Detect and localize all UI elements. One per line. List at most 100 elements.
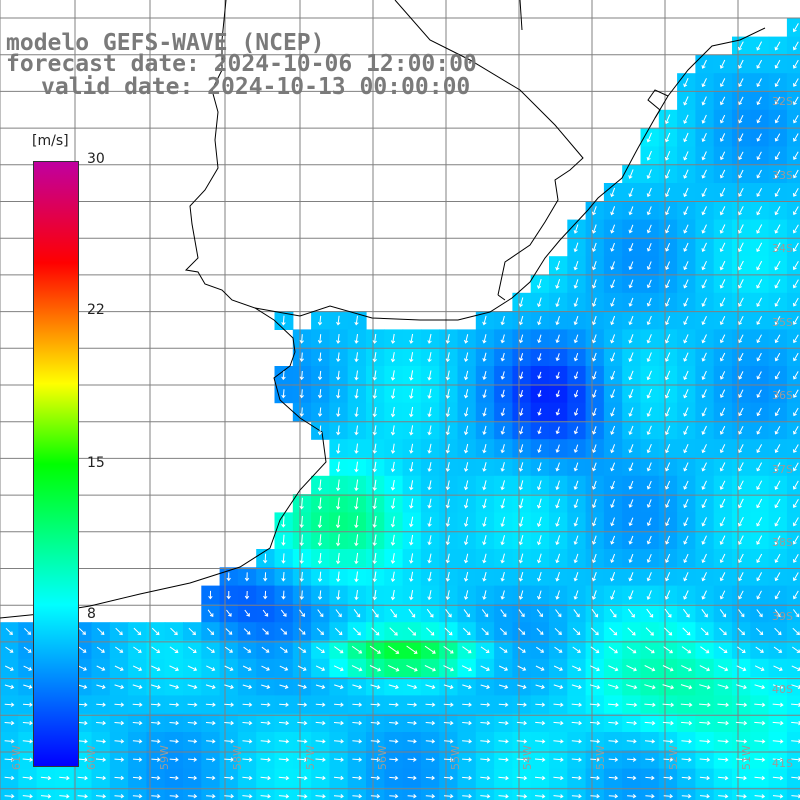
wind-vector-arrow — [500, 334, 505, 344]
wind-speed-cell — [786, 585, 800, 605]
wind-vector-arrow — [792, 444, 799, 453]
wind-vector-arrow — [663, 757, 674, 762]
wind-vector-arrow — [390, 589, 396, 601]
wind-vector-arrow — [756, 609, 763, 618]
wind-vector-arrow — [701, 590, 707, 600]
wind-vector-arrow — [736, 757, 748, 762]
wind-vector-arrow — [701, 206, 707, 216]
wind-vector-arrow — [500, 480, 505, 491]
wind-vector-arrow — [536, 278, 542, 289]
wind-vector-arrow — [683, 553, 689, 563]
wind-vector-arrow — [683, 297, 689, 307]
wind-vector-arrow — [500, 535, 505, 546]
wind-vector-arrow — [297, 720, 308, 726]
wind-speed-cell — [786, 146, 800, 166]
wind-vector-arrow — [774, 151, 781, 161]
wind-vector-arrow — [443, 720, 454, 726]
wind-vector-arrow — [738, 224, 744, 234]
wind-vector-arrow — [738, 96, 744, 106]
wind-vector-arrow — [646, 425, 652, 436]
wind-vector-arrow — [169, 720, 180, 726]
wind-vector-arrow — [662, 720, 674, 726]
wind-vector-arrow — [462, 775, 473, 781]
wind-vector-arrow — [646, 315, 652, 326]
wind-vector-arrow — [409, 516, 414, 528]
wind-vector-arrow — [425, 794, 436, 799]
wind-speed-cell — [146, 786, 166, 800]
wind-vector-arrow — [738, 590, 744, 600]
wind-vector-arrow — [500, 389, 505, 398]
wind-vector-arrow — [169, 665, 179, 672]
wind-speed-cell — [786, 439, 800, 459]
wind-vector-arrow — [735, 702, 748, 708]
wind-vector-arrow — [372, 425, 377, 436]
wind-vector-arrow — [719, 535, 726, 545]
wind-vector-arrow — [243, 628, 251, 635]
wind-vector-arrow — [261, 665, 270, 671]
wind-vector-arrow — [791, 665, 800, 672]
wind-vector-arrow — [646, 572, 652, 582]
wind-vectors — [4, 23, 800, 799]
wind-vector-arrow — [463, 370, 469, 381]
wind-vector-arrow — [626, 684, 638, 690]
wind-vector-arrow — [719, 224, 726, 234]
wind-vector-arrow — [206, 775, 216, 781]
wind-vector-arrow — [390, 388, 396, 400]
wind-vector-arrow — [646, 243, 652, 252]
wind-vector-arrow — [516, 702, 527, 707]
wind-vector-arrow — [774, 115, 781, 124]
wind-vector-arrow — [756, 41, 763, 51]
wind-vector-arrow — [756, 517, 763, 527]
wind-vector-arrow — [610, 389, 616, 399]
wind-vector-arrow — [445, 571, 450, 582]
wind-vector-arrow — [95, 775, 107, 781]
wind-vector-arrow — [260, 739, 271, 744]
wind-vector-arrow — [719, 315, 726, 326]
wind-vector-arrow — [590, 627, 599, 636]
wind-speed-cell — [786, 695, 800, 715]
wind-vector-arrow — [169, 684, 180, 690]
wind-vector-arrow — [591, 261, 597, 271]
wind-vector-arrow — [628, 315, 634, 326]
wind-vector-arrow — [610, 261, 615, 271]
wind-vector-arrow — [77, 702, 88, 707]
wind-vector-arrow — [518, 426, 524, 435]
wind-vector-arrow — [354, 534, 359, 547]
wind-vector-arrow — [571, 684, 582, 690]
wind-vector-arrow — [756, 334, 762, 344]
wind-vector-arrow — [793, 114, 799, 124]
wind-vector-arrow — [537, 315, 542, 326]
wind-vector-arrow — [793, 352, 799, 362]
wind-vector-arrow — [336, 315, 341, 326]
wind-vector-arrow — [610, 480, 615, 490]
wind-vector-arrow — [754, 794, 766, 799]
wind-vector-arrow — [573, 297, 579, 307]
wind-vector-arrow — [96, 684, 106, 690]
wind-vector-arrow — [78, 628, 87, 635]
wind-vector-arrow — [463, 443, 469, 454]
wind-vector-arrow — [390, 425, 396, 436]
wind-vector-arrow — [701, 151, 707, 161]
wind-vector-arrow — [646, 206, 652, 216]
wind-vector-arrow — [315, 684, 326, 690]
wind-vector-arrow — [390, 461, 396, 473]
wind-vector-arrow — [537, 353, 542, 362]
wind-speed-cell — [786, 201, 800, 221]
wind-vector-arrow — [427, 352, 432, 363]
wind-vector-arrow — [628, 590, 634, 600]
wind-vector-arrow — [500, 590, 505, 600]
wind-vector-arrow — [756, 352, 762, 362]
wind-vector-arrow — [498, 720, 509, 726]
wind-vector-arrow — [535, 684, 545, 690]
wind-vector-arrow — [774, 334, 781, 344]
wind-vector-arrow — [4, 739, 15, 744]
colorbar-tick-label: 8 — [87, 606, 96, 622]
wind-vector-arrow — [500, 609, 507, 618]
wind-vector-arrow — [78, 665, 87, 671]
wind-vector-arrow — [334, 702, 344, 707]
wind-vector-arrow — [573, 498, 579, 509]
wind-vector-arrow — [646, 462, 652, 472]
wind-vector-arrow — [390, 406, 396, 418]
wind-vector-arrow — [738, 444, 744, 454]
